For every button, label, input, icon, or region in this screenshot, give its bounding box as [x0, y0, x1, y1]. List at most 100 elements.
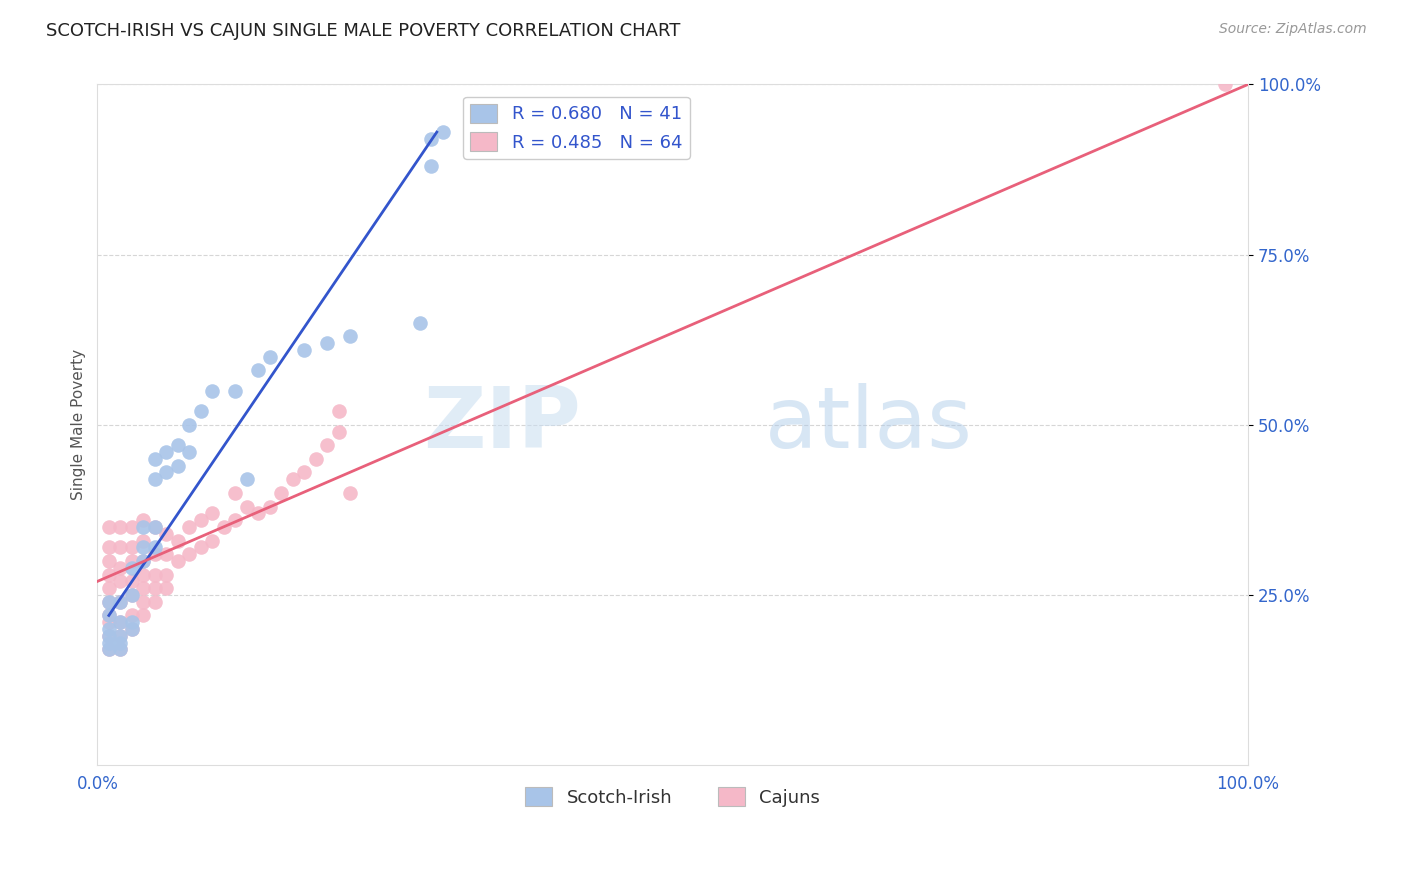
- Point: [143, 541, 166, 555]
- Point: [121, 520, 143, 534]
- Point: [132, 554, 155, 568]
- Point: [167, 533, 190, 548]
- Point: [121, 608, 143, 623]
- Text: Source: ZipAtlas.com: Source: ZipAtlas.com: [1219, 22, 1367, 37]
- Point: [143, 520, 166, 534]
- Point: [132, 608, 155, 623]
- Point: [97, 629, 120, 643]
- Point: [190, 513, 212, 527]
- Point: [420, 132, 443, 146]
- Text: SCOTCH-IRISH VS CAJUN SINGLE MALE POVERTY CORRELATION CHART: SCOTCH-IRISH VS CAJUN SINGLE MALE POVERT…: [46, 22, 681, 40]
- Point: [1213, 78, 1236, 92]
- Point: [110, 574, 132, 589]
- Point: [110, 615, 132, 630]
- Point: [132, 554, 155, 568]
- Point: [132, 581, 155, 595]
- Point: [121, 588, 143, 602]
- Point: [121, 588, 143, 602]
- Point: [97, 608, 120, 623]
- Point: [259, 500, 281, 514]
- Point: [155, 445, 177, 459]
- Point: [201, 533, 224, 548]
- Point: [121, 561, 143, 575]
- Point: [97, 520, 120, 534]
- Text: atlas: atlas: [765, 384, 973, 467]
- Point: [97, 642, 120, 657]
- Point: [97, 629, 120, 643]
- Point: [328, 404, 350, 418]
- Y-axis label: Single Male Poverty: Single Male Poverty: [72, 350, 86, 500]
- Point: [212, 520, 235, 534]
- Point: [110, 642, 132, 657]
- Point: [97, 554, 120, 568]
- Point: [121, 541, 143, 555]
- Point: [110, 520, 132, 534]
- Point: [97, 642, 120, 657]
- Point: [121, 622, 143, 636]
- Point: [132, 513, 155, 527]
- Point: [110, 595, 132, 609]
- Legend: Scotch-Irish, Cajuns: Scotch-Irish, Cajuns: [517, 780, 827, 814]
- Point: [132, 533, 155, 548]
- Point: [97, 622, 120, 636]
- Point: [339, 486, 361, 500]
- Point: [224, 513, 246, 527]
- Point: [143, 547, 166, 561]
- Point: [420, 159, 443, 173]
- Point: [224, 384, 246, 398]
- Point: [247, 506, 270, 520]
- Point: [201, 384, 224, 398]
- Point: [155, 547, 177, 561]
- Point: [190, 541, 212, 555]
- Point: [97, 567, 120, 582]
- Point: [201, 506, 224, 520]
- Point: [294, 466, 316, 480]
- Point: [408, 316, 430, 330]
- Point: [110, 615, 132, 630]
- Point: [179, 417, 201, 432]
- Point: [155, 567, 177, 582]
- Point: [259, 350, 281, 364]
- Point: [167, 438, 190, 452]
- Point: [179, 445, 201, 459]
- Point: [155, 466, 177, 480]
- Point: [97, 608, 120, 623]
- Point: [110, 635, 132, 649]
- Point: [110, 642, 132, 657]
- Point: [143, 451, 166, 466]
- Point: [110, 595, 132, 609]
- Point: [121, 615, 143, 630]
- Point: [97, 635, 120, 649]
- Point: [143, 520, 166, 534]
- Point: [155, 581, 177, 595]
- Text: ZIP: ZIP: [423, 384, 581, 467]
- Point: [97, 541, 120, 555]
- Point: [143, 472, 166, 486]
- Point: [121, 622, 143, 636]
- Point: [179, 547, 201, 561]
- Point: [328, 425, 350, 439]
- Point: [270, 486, 292, 500]
- Point: [236, 500, 259, 514]
- Point: [236, 472, 259, 486]
- Point: [155, 526, 177, 541]
- Point: [305, 451, 328, 466]
- Point: [432, 125, 454, 139]
- Point: [110, 629, 132, 643]
- Point: [97, 615, 120, 630]
- Point: [110, 541, 132, 555]
- Point: [224, 486, 246, 500]
- Point: [316, 438, 339, 452]
- Point: [110, 561, 132, 575]
- Point: [121, 574, 143, 589]
- Point: [167, 554, 190, 568]
- Point: [97, 595, 120, 609]
- Point: [316, 336, 339, 351]
- Point: [281, 472, 304, 486]
- Point: [132, 567, 155, 582]
- Point: [339, 329, 361, 343]
- Point: [143, 567, 166, 582]
- Point: [190, 404, 212, 418]
- Point: [294, 343, 316, 357]
- Point: [97, 595, 120, 609]
